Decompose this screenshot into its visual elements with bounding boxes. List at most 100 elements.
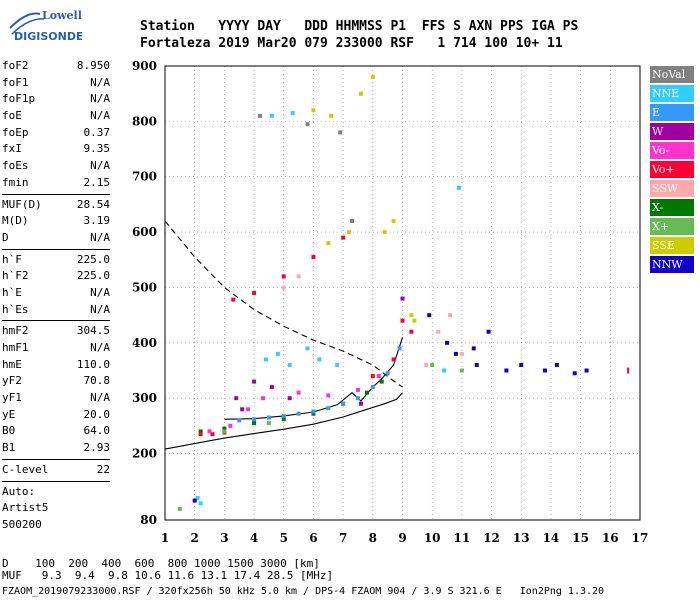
data-point — [519, 362, 524, 367]
data-point — [231, 297, 236, 302]
param-separator — [2, 320, 110, 322]
param-name: foF1p — [2, 92, 36, 106]
param-separator — [2, 193, 110, 195]
y-tick-label: 800 — [132, 114, 157, 128]
x-tick-label: 2 — [191, 531, 199, 545]
param-name: C-level — [2, 462, 49, 476]
data-point — [329, 113, 334, 118]
data-point — [252, 379, 257, 384]
param-row: B1 2.93 — [2, 440, 110, 457]
data-point — [252, 291, 257, 295]
data-point — [376, 374, 381, 379]
data-point — [400, 296, 405, 301]
param-row: h`F 225.0 — [2, 252, 110, 269]
footer-d-values: 100 200 400 600 800 1000 1500 3000 [km] — [8, 557, 320, 570]
y-tick-label: 400 — [132, 336, 157, 350]
data-point — [471, 346, 476, 351]
legend: NoVal NNE E W Vo- Vo+ SSW X- X+ SSE NNW — [650, 66, 694, 275]
data-point — [355, 387, 360, 392]
data-point — [296, 390, 301, 395]
param-value: N/A — [90, 75, 110, 89]
param-value: N/A — [90, 391, 110, 405]
data-point — [287, 396, 292, 401]
param-separator — [2, 248, 110, 250]
data-point — [453, 351, 458, 356]
data-point — [222, 426, 227, 431]
param-row: foF1p N/A — [2, 91, 110, 108]
data-point — [228, 423, 233, 428]
param-name: h`F2 — [2, 269, 29, 283]
data-point — [195, 495, 200, 500]
footer-muf-label: MUF — [2, 569, 22, 582]
data-point — [177, 506, 182, 511]
param-row: foE N/A — [2, 108, 110, 125]
data-point — [543, 368, 547, 373]
data-point — [448, 313, 452, 318]
legend-item: X- — [650, 199, 694, 216]
x-tick-label: 16 — [602, 531, 619, 545]
param-value: 20.0 — [83, 407, 111, 421]
logo-mark: Lowell DIGISONDE — [9, 9, 83, 43]
data-point — [275, 351, 280, 356]
param-row: Artist5 — [2, 500, 110, 517]
data-point — [281, 413, 286, 418]
param-value: N/A — [90, 230, 110, 244]
plot-frame — [164, 65, 641, 521]
data-point — [341, 235, 346, 240]
data-point — [290, 111, 295, 116]
param-value: 9.35 — [83, 142, 111, 156]
param-row: h`E N/A — [2, 285, 110, 302]
param-value: 225.0 — [76, 269, 110, 283]
x-tick-label: 7 — [339, 531, 347, 545]
data-point — [379, 379, 384, 384]
legend-item: E — [650, 104, 694, 121]
data-point — [456, 185, 461, 190]
data-point — [424, 362, 429, 367]
data-point — [296, 411, 301, 416]
param-value: N/A — [90, 109, 110, 123]
data-point — [370, 75, 375, 80]
param-value: N/A — [90, 159, 110, 173]
data-point — [234, 396, 239, 401]
data-point — [358, 91, 363, 96]
data-point — [459, 368, 464, 373]
data-point — [335, 362, 340, 367]
param-name: hmF2 — [2, 324, 29, 338]
x-tick-label: 15 — [572, 531, 589, 545]
x-tick-label: 10 — [424, 531, 441, 545]
data-point — [442, 368, 447, 373]
param-row: D N/A — [2, 230, 110, 247]
x-tick-label: 5 — [280, 531, 288, 545]
data-point — [338, 130, 343, 135]
data-point — [347, 230, 352, 235]
y-tick-label: 900 — [132, 59, 157, 73]
data-point — [554, 362, 559, 367]
param-name: h`F — [2, 252, 22, 266]
data-point — [341, 401, 346, 406]
data-point — [358, 401, 363, 406]
param-name: foEs — [2, 159, 29, 173]
data-point — [391, 357, 396, 362]
data-point — [436, 329, 441, 334]
x-tick-label: 12 — [483, 531, 500, 545]
param-name: MUF(D) — [2, 197, 42, 211]
data-point — [382, 230, 387, 235]
param-row: B0 64.0 — [2, 423, 110, 440]
data-point — [445, 340, 450, 345]
x-tick-label: 14 — [543, 531, 560, 545]
parameter-list: foF2 8.950 foF1 N/A foF1p N/A foE N/A foEp 0.37 fx… — [2, 58, 110, 534]
param-value: N/A — [90, 341, 110, 354]
param-row: yF2 70.8 — [2, 373, 110, 390]
param-name: Auto: — [2, 484, 36, 498]
data-point — [427, 313, 432, 318]
param-row: yF1 N/A — [2, 390, 110, 407]
param-row: 500200 — [2, 517, 110, 534]
x-tick-label: 6 — [309, 531, 317, 545]
param-value: 22 — [96, 462, 110, 476]
param-value: N/A — [90, 285, 110, 299]
data-point — [210, 432, 215, 437]
data-point — [311, 255, 316, 260]
param-name: foE — [2, 109, 22, 123]
param-name: yF1 — [2, 391, 22, 405]
logo-line2: DIGISONDE — [14, 30, 82, 43]
